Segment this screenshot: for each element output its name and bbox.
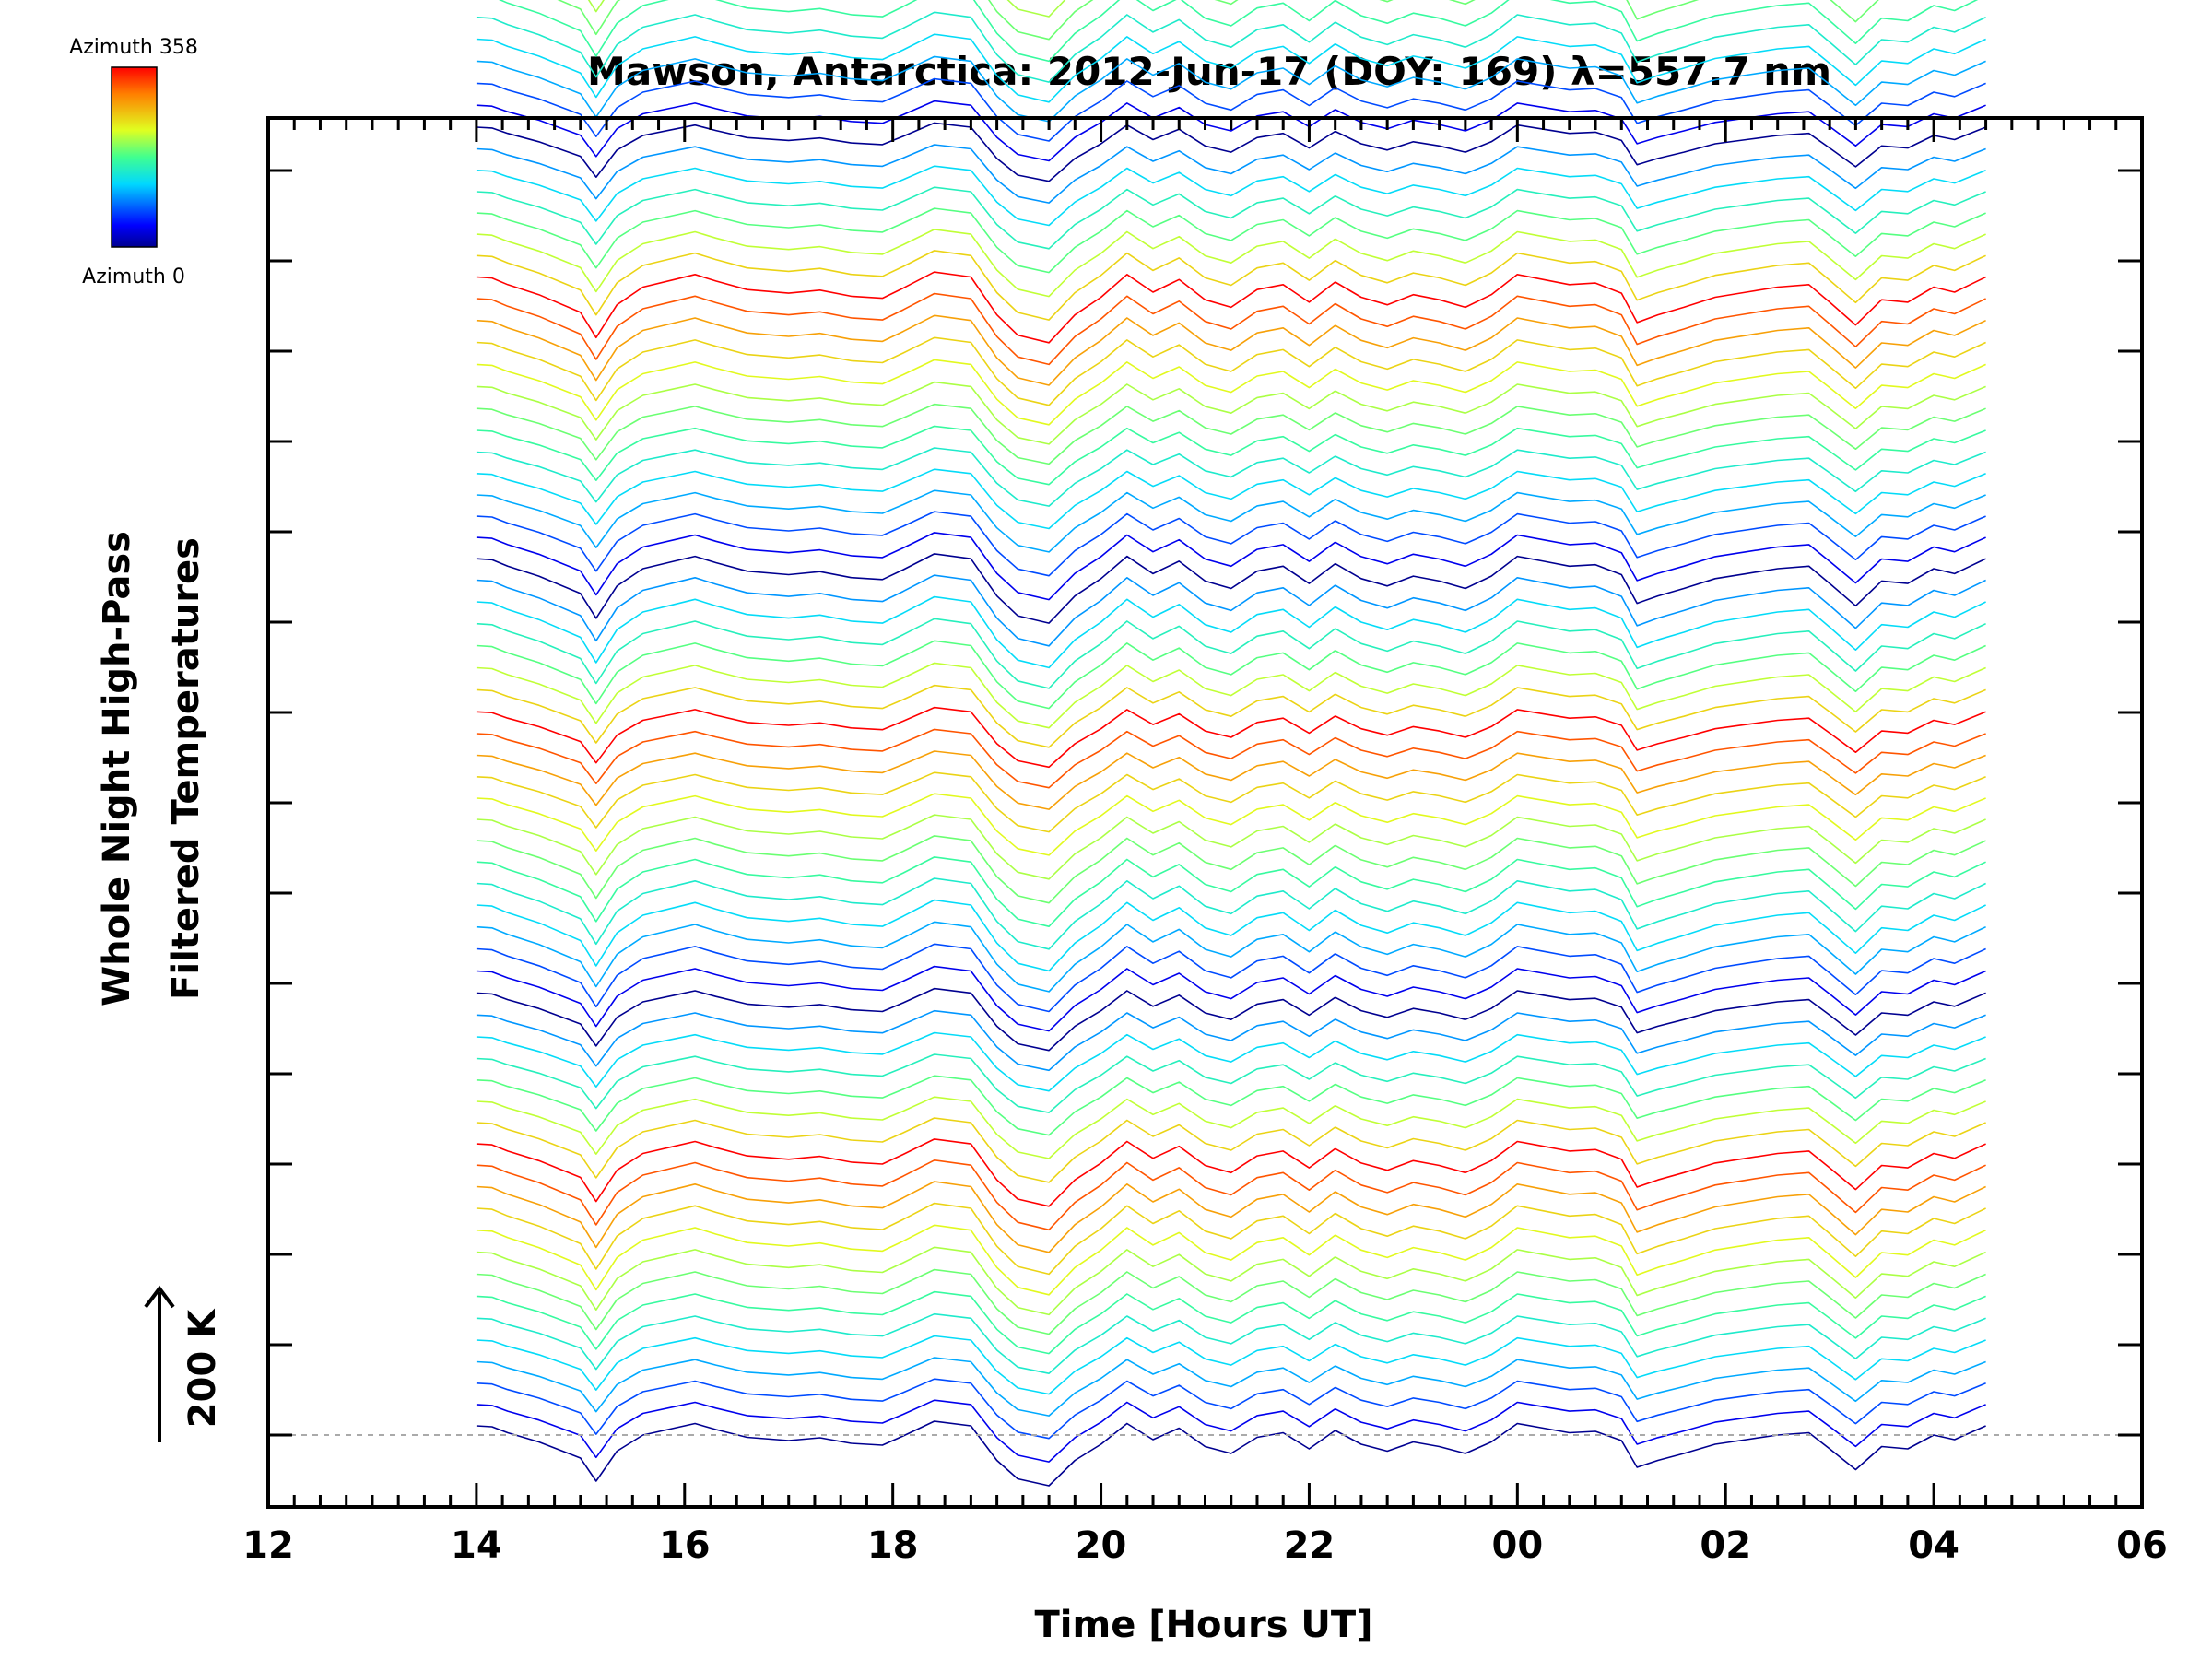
series-line bbox=[476, 1399, 1986, 1463]
series-line bbox=[476, 165, 1986, 227]
x-tick-label: 16 bbox=[659, 1524, 711, 1567]
series-line bbox=[476, 877, 1986, 950]
colorbar: Azimuth 358 Azimuth 0 bbox=[69, 36, 198, 288]
axis-ticks bbox=[266, 118, 2144, 1507]
series-line bbox=[476, 814, 1986, 880]
colorbar-bottom-label: Azimuth 0 bbox=[82, 265, 185, 288]
series-line bbox=[476, 771, 1986, 833]
series-line bbox=[476, 793, 1986, 856]
series-line bbox=[476, 965, 1986, 1032]
series-line bbox=[498, 0, 1979, 63]
scale-bar-label: 200 K bbox=[182, 1308, 224, 1428]
series-line bbox=[476, 856, 1986, 928]
series-line bbox=[476, 186, 1986, 250]
series-line bbox=[476, 314, 1986, 386]
series-line bbox=[476, 1138, 1986, 1207]
series-line bbox=[476, 447, 1986, 507]
series-line bbox=[476, 532, 1986, 601]
series-line bbox=[476, 706, 1986, 769]
series-line bbox=[476, 1378, 1986, 1440]
series-line bbox=[557, 0, 1879, 41]
series-line bbox=[476, 684, 1986, 748]
series-line bbox=[476, 943, 1986, 1013]
y-axis-label: Whole Night High-Pass Filtered Temperatu… bbox=[96, 531, 207, 1006]
series-line bbox=[476, 468, 1986, 530]
series-line bbox=[476, 144, 1986, 204]
series-line bbox=[476, 553, 1986, 624]
series-line bbox=[476, 1096, 1986, 1159]
series-line bbox=[476, 987, 1986, 1052]
y-axis-label-line-1: Whole Night High-Pass bbox=[96, 531, 138, 1006]
series-line bbox=[476, 595, 1986, 669]
x-tick-label: 06 bbox=[2116, 1524, 2168, 1567]
series-line bbox=[476, 640, 1986, 710]
series-line bbox=[476, 1009, 1986, 1072]
series-line bbox=[476, 1181, 1986, 1253]
series-line bbox=[476, 899, 1986, 972]
series-line bbox=[476, 403, 1986, 465]
series-line bbox=[476, 574, 1986, 647]
series-line bbox=[476, 1420, 1986, 1487]
series-line bbox=[476, 100, 1986, 162]
series-line bbox=[476, 33, 1986, 103]
x-tick-label: 22 bbox=[1284, 1524, 1335, 1567]
series-line bbox=[476, 359, 1986, 426]
series-line bbox=[476, 1290, 1986, 1355]
series-line bbox=[476, 425, 1986, 486]
series-line bbox=[476, 1357, 1986, 1417]
x-tick-label: 18 bbox=[867, 1524, 919, 1567]
series-line bbox=[476, 1031, 1986, 1092]
series-line bbox=[476, 1117, 1986, 1183]
x-tick-label: 12 bbox=[242, 1524, 294, 1567]
series-line bbox=[476, 122, 1986, 182]
series-line bbox=[476, 1312, 1986, 1374]
series-line bbox=[476, 1246, 1986, 1316]
series-line bbox=[476, 835, 1986, 904]
series-line bbox=[476, 11, 1986, 83]
series-line bbox=[476, 1159, 1986, 1231]
x-tick-label: 20 bbox=[1076, 1524, 1127, 1567]
series-traces bbox=[476, 0, 1986, 1487]
colorbar-top-label: Azimuth 358 bbox=[69, 36, 198, 59]
series-line bbox=[476, 1075, 1986, 1136]
y-axis-label-line-2: Filtered Temperatures bbox=[165, 537, 207, 1000]
series-line bbox=[476, 1335, 1986, 1395]
series-line bbox=[476, 336, 1986, 406]
series-line bbox=[476, 207, 1986, 274]
colorbar-gradient bbox=[111, 66, 158, 248]
scale-bar-arrowhead bbox=[144, 1285, 175, 1309]
plot-frame bbox=[266, 116, 2144, 1509]
series-line bbox=[476, 662, 1986, 729]
series-line bbox=[476, 381, 1986, 445]
series-line bbox=[476, 489, 1986, 553]
series-line bbox=[476, 229, 1986, 298]
scale-bar: 200 K bbox=[144, 1285, 224, 1442]
series-line bbox=[476, 728, 1986, 789]
series-line bbox=[476, 1053, 1986, 1113]
series-line bbox=[476, 292, 1986, 366]
series-line bbox=[476, 750, 1986, 810]
x-tick-label: 02 bbox=[1700, 1524, 1751, 1567]
series-line bbox=[476, 271, 1986, 344]
series-line bbox=[476, 921, 1986, 993]
x-tick-labels: 12 14 16 18 20 22 00 02 04 06 bbox=[242, 1524, 2168, 1567]
x-tick-label: 04 bbox=[1908, 1524, 1959, 1567]
x-tick-label: 00 bbox=[1491, 1524, 1543, 1567]
series-line bbox=[476, 618, 1986, 689]
chart-title: Mawson, Antarctica: 2012-Jun-17 (DOY: 16… bbox=[587, 49, 1831, 94]
series-line bbox=[476, 1224, 1986, 1296]
series-line bbox=[476, 1268, 1986, 1335]
x-tick-label: 14 bbox=[451, 1524, 502, 1567]
series-line bbox=[476, 511, 1986, 577]
series-line bbox=[476, 77, 1986, 142]
series-line bbox=[476, 55, 1986, 123]
series-line bbox=[476, 1202, 1986, 1276]
x-axis-label: Time [Hours UT] bbox=[1035, 1604, 1373, 1646]
series-line bbox=[476, 250, 1986, 321]
